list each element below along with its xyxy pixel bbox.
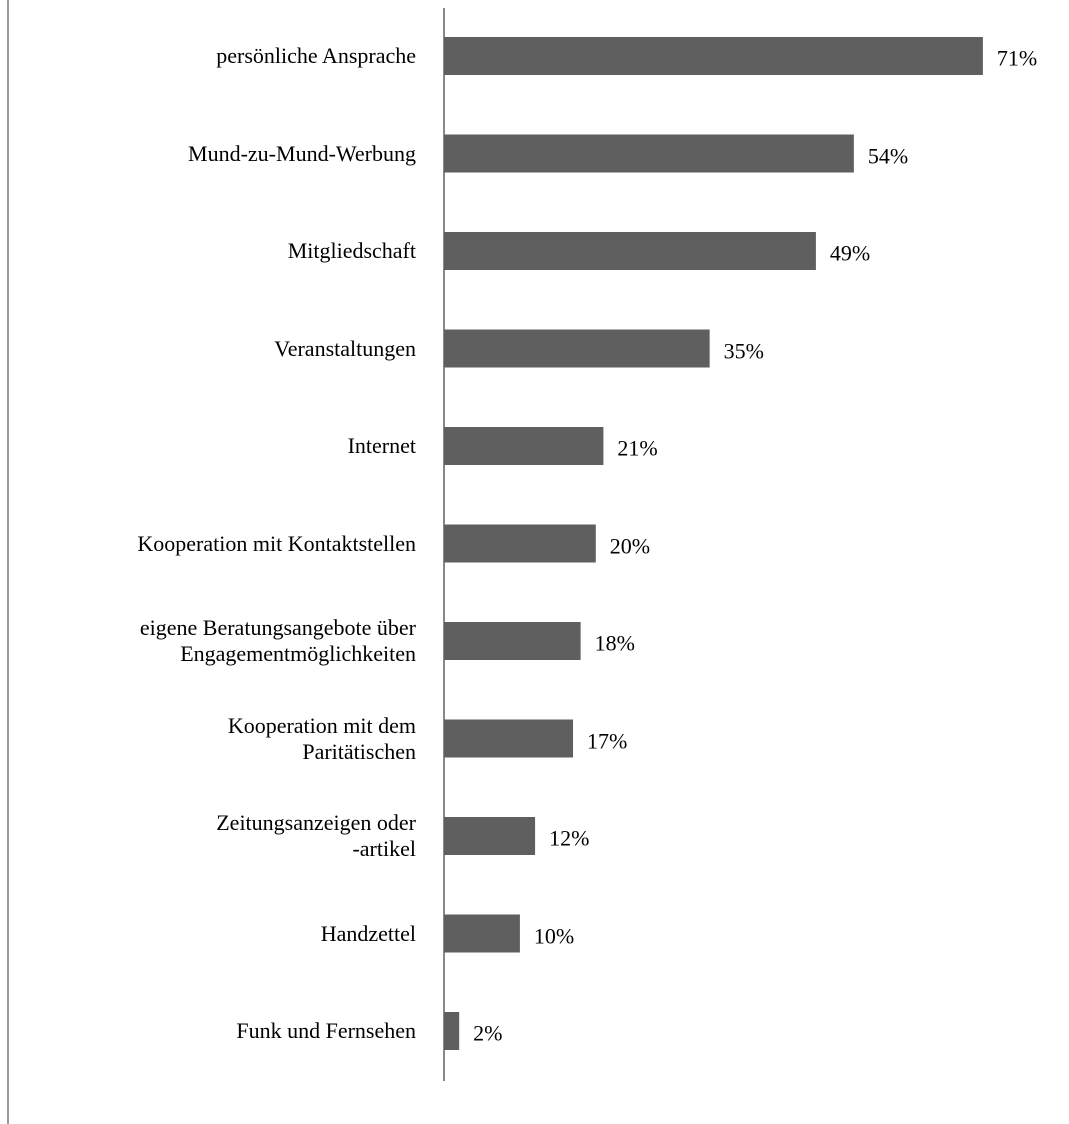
category-label: Kooperation mit dem Paritätischen [227, 712, 416, 764]
bar [444, 37, 983, 75]
value-label: 21% [617, 435, 658, 461]
category-label: eigene Beratungsangebote über Engagement… [139, 615, 416, 666]
bar [444, 719, 574, 758]
value-label: 2% [473, 1020, 503, 1046]
bar [444, 134, 854, 173]
bar [444, 817, 536, 855]
bar [444, 914, 520, 953]
value-label: 10% [533, 923, 575, 949]
bar [444, 1012, 460, 1050]
value-label: 35% [723, 338, 764, 364]
category-label: Funk und Fernsehen [236, 1018, 416, 1043]
category-label: Zeitungsanzeigen oder -artikel [216, 810, 416, 861]
category-label: Handzettel [320, 920, 416, 946]
bar [444, 427, 604, 465]
category-label: Mund-zu-Mund-Werbung [188, 140, 416, 166]
category-label: persönliche Ansprache [216, 43, 416, 68]
category-label: Mitgliedschaft [287, 238, 416, 263]
bar [444, 232, 816, 270]
category-label: Kooperation mit Kontaktstellen [137, 530, 416, 556]
bar [444, 524, 596, 563]
value-label: 20% [609, 533, 651, 559]
value-label: 49% [829, 240, 871, 266]
bar [444, 622, 581, 660]
value-label: 18% [594, 630, 635, 656]
value-label: 54% [867, 143, 909, 169]
bar [444, 329, 710, 368]
value-label: 17% [587, 728, 628, 754]
value-label: 71% [996, 45, 1038, 71]
category-label: Internet [347, 433, 416, 458]
category-label: Veranstaltungen [274, 335, 416, 361]
value-label: 12% [549, 825, 590, 851]
